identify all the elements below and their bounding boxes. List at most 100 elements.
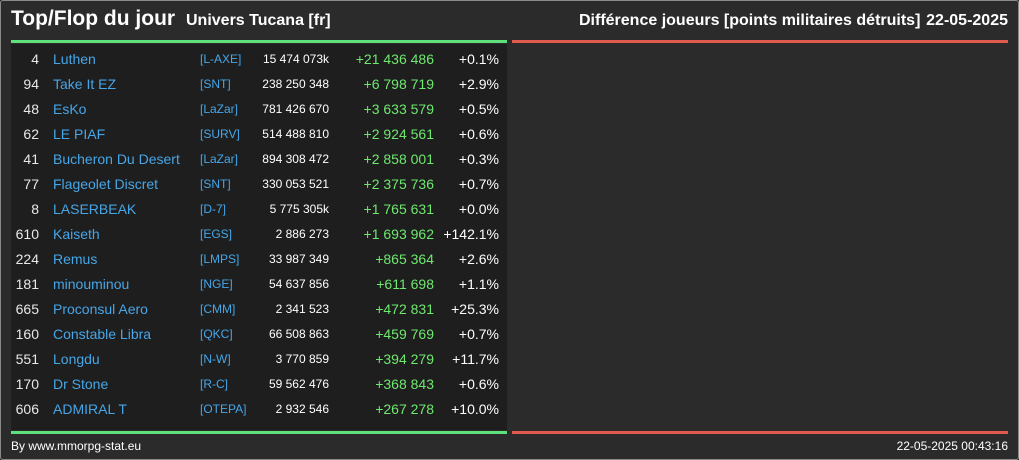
alliance-tag-link[interactable]: [CMM] bbox=[200, 297, 235, 322]
player-rank: 48 bbox=[11, 97, 39, 122]
player-points: 2 932 546 bbox=[249, 397, 329, 422]
player-rank: 62 bbox=[11, 122, 39, 147]
percent-change: +0.0% bbox=[439, 197, 499, 222]
points-difference: +394 279 bbox=[341, 347, 434, 372]
points-difference: +865 364 bbox=[341, 247, 434, 272]
player-rank: 551 bbox=[11, 347, 39, 372]
player-rank: 4 bbox=[11, 47, 39, 72]
player-points: 15 474 073k bbox=[249, 47, 329, 72]
player-rank: 77 bbox=[11, 172, 39, 197]
alliance-tag-link[interactable]: [N-W] bbox=[200, 347, 231, 372]
percent-change: +2.6% bbox=[439, 247, 499, 272]
player-points: 3 770 859 bbox=[249, 347, 329, 372]
top-divider-bottom bbox=[11, 431, 507, 434]
points-difference: +459 769 bbox=[341, 322, 434, 347]
alliance-tag-link[interactable]: [QKC] bbox=[200, 322, 233, 347]
player-name-link[interactable]: Bucheron Du Desert bbox=[53, 147, 180, 172]
player-row: 62 LE PIAF [SURV] 514 488 810 +2 924 561 +0.6… bbox=[11, 122, 507, 147]
player-row: 170 Dr Stone [R-C] 59 562 476 +368 843 +0.6% bbox=[11, 372, 507, 397]
flop-divider-bottom bbox=[512, 431, 1008, 434]
player-name-link[interactable]: Luthen bbox=[53, 47, 96, 72]
alliance-tag-link[interactable]: [OTEPA] bbox=[200, 397, 246, 422]
alliance-tag-link[interactable]: [LMPS] bbox=[200, 247, 239, 272]
points-difference: +2 924 561 bbox=[341, 122, 434, 147]
player-rank: 610 bbox=[11, 222, 39, 247]
alliance-tag-link[interactable]: [R-C] bbox=[200, 372, 228, 397]
player-points: 781 426 670 bbox=[249, 97, 329, 122]
player-row: 224 Remus [LMPS] 33 987 349 +865 364 +2.6% bbox=[11, 247, 507, 272]
player-row: 77 Flageolet Discret [SNT] 330 053 521 +2 37… bbox=[11, 172, 507, 197]
player-points: 894 308 472 bbox=[249, 147, 329, 172]
alliance-tag-link[interactable]: [EGS] bbox=[200, 222, 232, 247]
date-label: 22-05-2025 bbox=[926, 12, 1008, 30]
top-divider-top bbox=[11, 40, 507, 43]
points-difference: +1 765 631 bbox=[341, 197, 434, 222]
percent-change: +2.9% bbox=[439, 72, 499, 97]
source-credit: By www.mmorpg-stat.eu bbox=[11, 439, 141, 453]
points-difference: +6 798 719 bbox=[341, 72, 434, 97]
points-difference: +611 698 bbox=[341, 272, 434, 297]
player-row: 160 Constable Libra [QKC] 66 508 863 +459 76… bbox=[11, 322, 507, 347]
player-row: 94 Take It EZ [SNT] 238 250 348 +6 798 719 +2… bbox=[11, 72, 507, 97]
player-name-link[interactable]: LASERBEAK bbox=[53, 197, 136, 222]
player-row: 610 Kaiseth [EGS] 2 886 273 +1 693 962 +142.1… bbox=[11, 222, 507, 247]
player-row: 181 minouminou [NGE] 54 637 856 +611 698 +1.1… bbox=[11, 272, 507, 297]
player-row: 606 ADMIRAL T [OTEPA] 2 932 546 +267 278 +10.… bbox=[11, 397, 507, 422]
player-points: 66 508 863 bbox=[249, 322, 329, 347]
percent-change: +0.7% bbox=[439, 322, 499, 347]
alliance-tag-link[interactable]: [D-7] bbox=[200, 197, 226, 222]
alliance-tag-link[interactable]: [LaZar] bbox=[200, 97, 238, 122]
player-rank: 170 bbox=[11, 372, 39, 397]
player-name-link[interactable]: EsKo bbox=[53, 97, 86, 122]
player-row: 4 Luthen [L-AXE] 15 474 073k +21 436 486 +0.1… bbox=[11, 47, 507, 72]
player-points: 238 250 348 bbox=[249, 72, 329, 97]
percent-change: +0.3% bbox=[439, 147, 499, 172]
player-name-link[interactable]: minouminou bbox=[53, 272, 129, 297]
player-name-link[interactable]: Kaiseth bbox=[53, 222, 100, 247]
percent-change: +0.5% bbox=[439, 97, 499, 122]
universe-label: Univers Tucana [fr] bbox=[186, 12, 331, 30]
player-points: 54 637 856 bbox=[249, 272, 329, 297]
player-points: 59 562 476 bbox=[249, 372, 329, 397]
alliance-tag-link[interactable]: [LaZar] bbox=[200, 147, 238, 172]
player-name-link[interactable]: Proconsul Aero bbox=[53, 297, 148, 322]
percent-change: +10.0% bbox=[439, 397, 499, 422]
player-name-link[interactable]: Dr Stone bbox=[53, 372, 108, 397]
player-rank: 94 bbox=[11, 72, 39, 97]
alliance-tag-link[interactable]: [L-AXE] bbox=[200, 47, 241, 72]
percent-change: +0.6% bbox=[439, 372, 499, 397]
top-list: 4 Luthen [L-AXE] 15 474 073k +21 436 486 +0.1… bbox=[11, 47, 507, 422]
alliance-tag-link[interactable]: [SNT] bbox=[200, 72, 231, 97]
points-difference: +3 633 579 bbox=[341, 97, 434, 122]
player-rank: 41 bbox=[11, 147, 39, 172]
player-points: 33 987 349 bbox=[249, 247, 329, 272]
player-name-link[interactable]: ADMIRAL T bbox=[53, 397, 127, 422]
points-difference: +2 858 001 bbox=[341, 147, 434, 172]
player-name-link[interactable]: Flageolet Discret bbox=[53, 172, 158, 197]
alliance-tag-link[interactable]: [NGE] bbox=[200, 272, 233, 297]
player-name-link[interactable]: Longdu bbox=[53, 347, 100, 372]
player-name-link[interactable]: Take It EZ bbox=[53, 72, 116, 97]
points-difference: +368 843 bbox=[341, 372, 434, 397]
alliance-tag-link[interactable]: [SURV] bbox=[200, 122, 240, 147]
player-name-link[interactable]: LE PIAF bbox=[53, 122, 105, 147]
metric-label: Différence joueurs [points militaires dé… bbox=[579, 12, 920, 30]
player-name-link[interactable]: Constable Libra bbox=[53, 322, 151, 347]
percent-change: +0.1% bbox=[439, 47, 499, 72]
percent-change: +0.6% bbox=[439, 122, 499, 147]
percent-change: +142.1% bbox=[439, 222, 499, 247]
player-row: 41 Bucheron Du Desert [LaZar] 894 308 472 +2… bbox=[11, 147, 507, 172]
page-title: Top/Flop du jour bbox=[11, 7, 175, 31]
flop-divider-top bbox=[512, 40, 1008, 43]
player-points: 2 886 273 bbox=[249, 222, 329, 247]
percent-change: +11.7% bbox=[439, 347, 499, 372]
generated-timestamp: 22-05-2025 00:43:16 bbox=[897, 439, 1008, 453]
player-row: 551 Longdu [N-W] 3 770 859 +394 279 +11.7% bbox=[11, 347, 507, 372]
alliance-tag-link[interactable]: [SNT] bbox=[200, 172, 231, 197]
player-rank: 8 bbox=[11, 197, 39, 222]
points-difference: +267 278 bbox=[341, 397, 434, 422]
top-panel: 4 Luthen [L-AXE] 15 474 073k +21 436 486 +0.1… bbox=[11, 44, 507, 430]
player-name-link[interactable]: Remus bbox=[53, 247, 97, 272]
percent-change: +25.3% bbox=[439, 297, 499, 322]
player-points: 5 775 305k bbox=[249, 197, 329, 222]
